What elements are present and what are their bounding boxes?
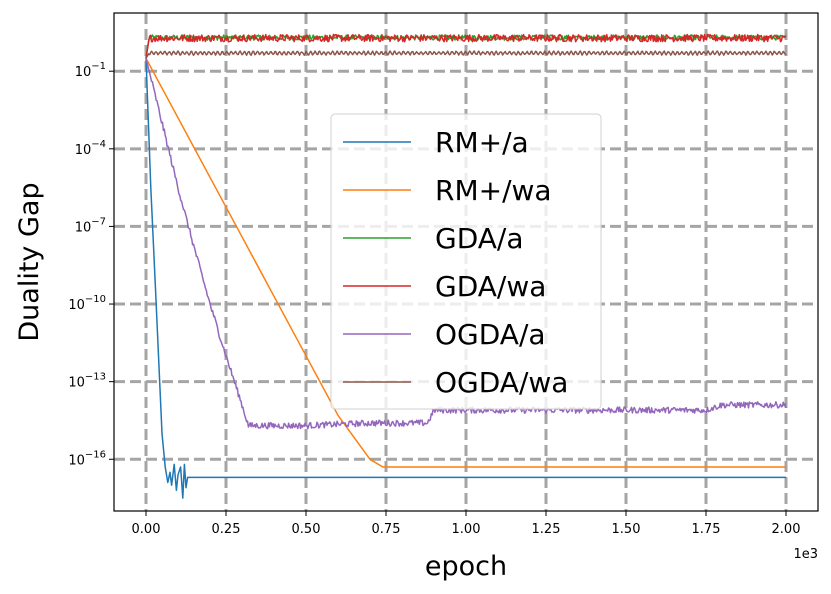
legend-label-1: RM+/wa [435,174,552,207]
series-lines [145,33,787,499]
legend-label-0: RM+/a [435,126,529,159]
x-axis-label: epoch [425,551,507,582]
x-tick-label-5: 1.25 [532,522,561,537]
legend-label-5: OGDA/wa [435,366,568,399]
x-tick-label-6: 1.50 [612,522,641,537]
x-axis-ticks: 0.00 0.25 0.50 0.75 1.00 1.25 1.50 1.75 2.00 [132,511,801,537]
legend-label-3: GDA/wa [435,270,546,303]
series-line-rm-a [145,58,786,499]
x-tick-label-2: 0.50 [292,522,321,537]
y-tick-label-2: 10−7 [75,216,106,235]
legend-label-2: GDA/a [435,222,524,255]
legend-box [330,113,602,410]
legend-label-4: OGDA/a [435,318,546,351]
x-offset-label: 1e3 [793,547,818,562]
x-tick-label-0: 0.00 [132,522,161,537]
y-tick-label-0: 10−1 [75,61,106,80]
x-tick-label-4: 1.00 [452,522,481,537]
y-tick-label-1: 10−4 [75,139,106,158]
x-tick-label-3: 0.75 [372,522,401,537]
y-axis-ticks: 10−1 10−4 10−7 10−10 10−13 10−16 [68,61,114,468]
y-axis-label: Duality Gap [14,182,45,341]
series-line-ogda-wa [145,50,787,59]
legend: RM+/a RM+/wa GDA/a GDA/wa OGDA/a OGDA/wa [330,113,602,410]
x-tick-label-8: 2.00 [772,522,801,537]
series-line-ogda-a [145,58,787,430]
series-line-gda-wa [145,33,787,59]
y-tick-label-5: 10−16 [68,449,106,468]
y-tick-label-3: 10−10 [68,294,106,313]
x-tick-label-7: 1.75 [692,522,721,537]
series-line-rm-wa [145,57,786,468]
x-tick-label-1: 0.25 [212,522,241,537]
y-tick-label-4: 10−13 [68,372,106,391]
